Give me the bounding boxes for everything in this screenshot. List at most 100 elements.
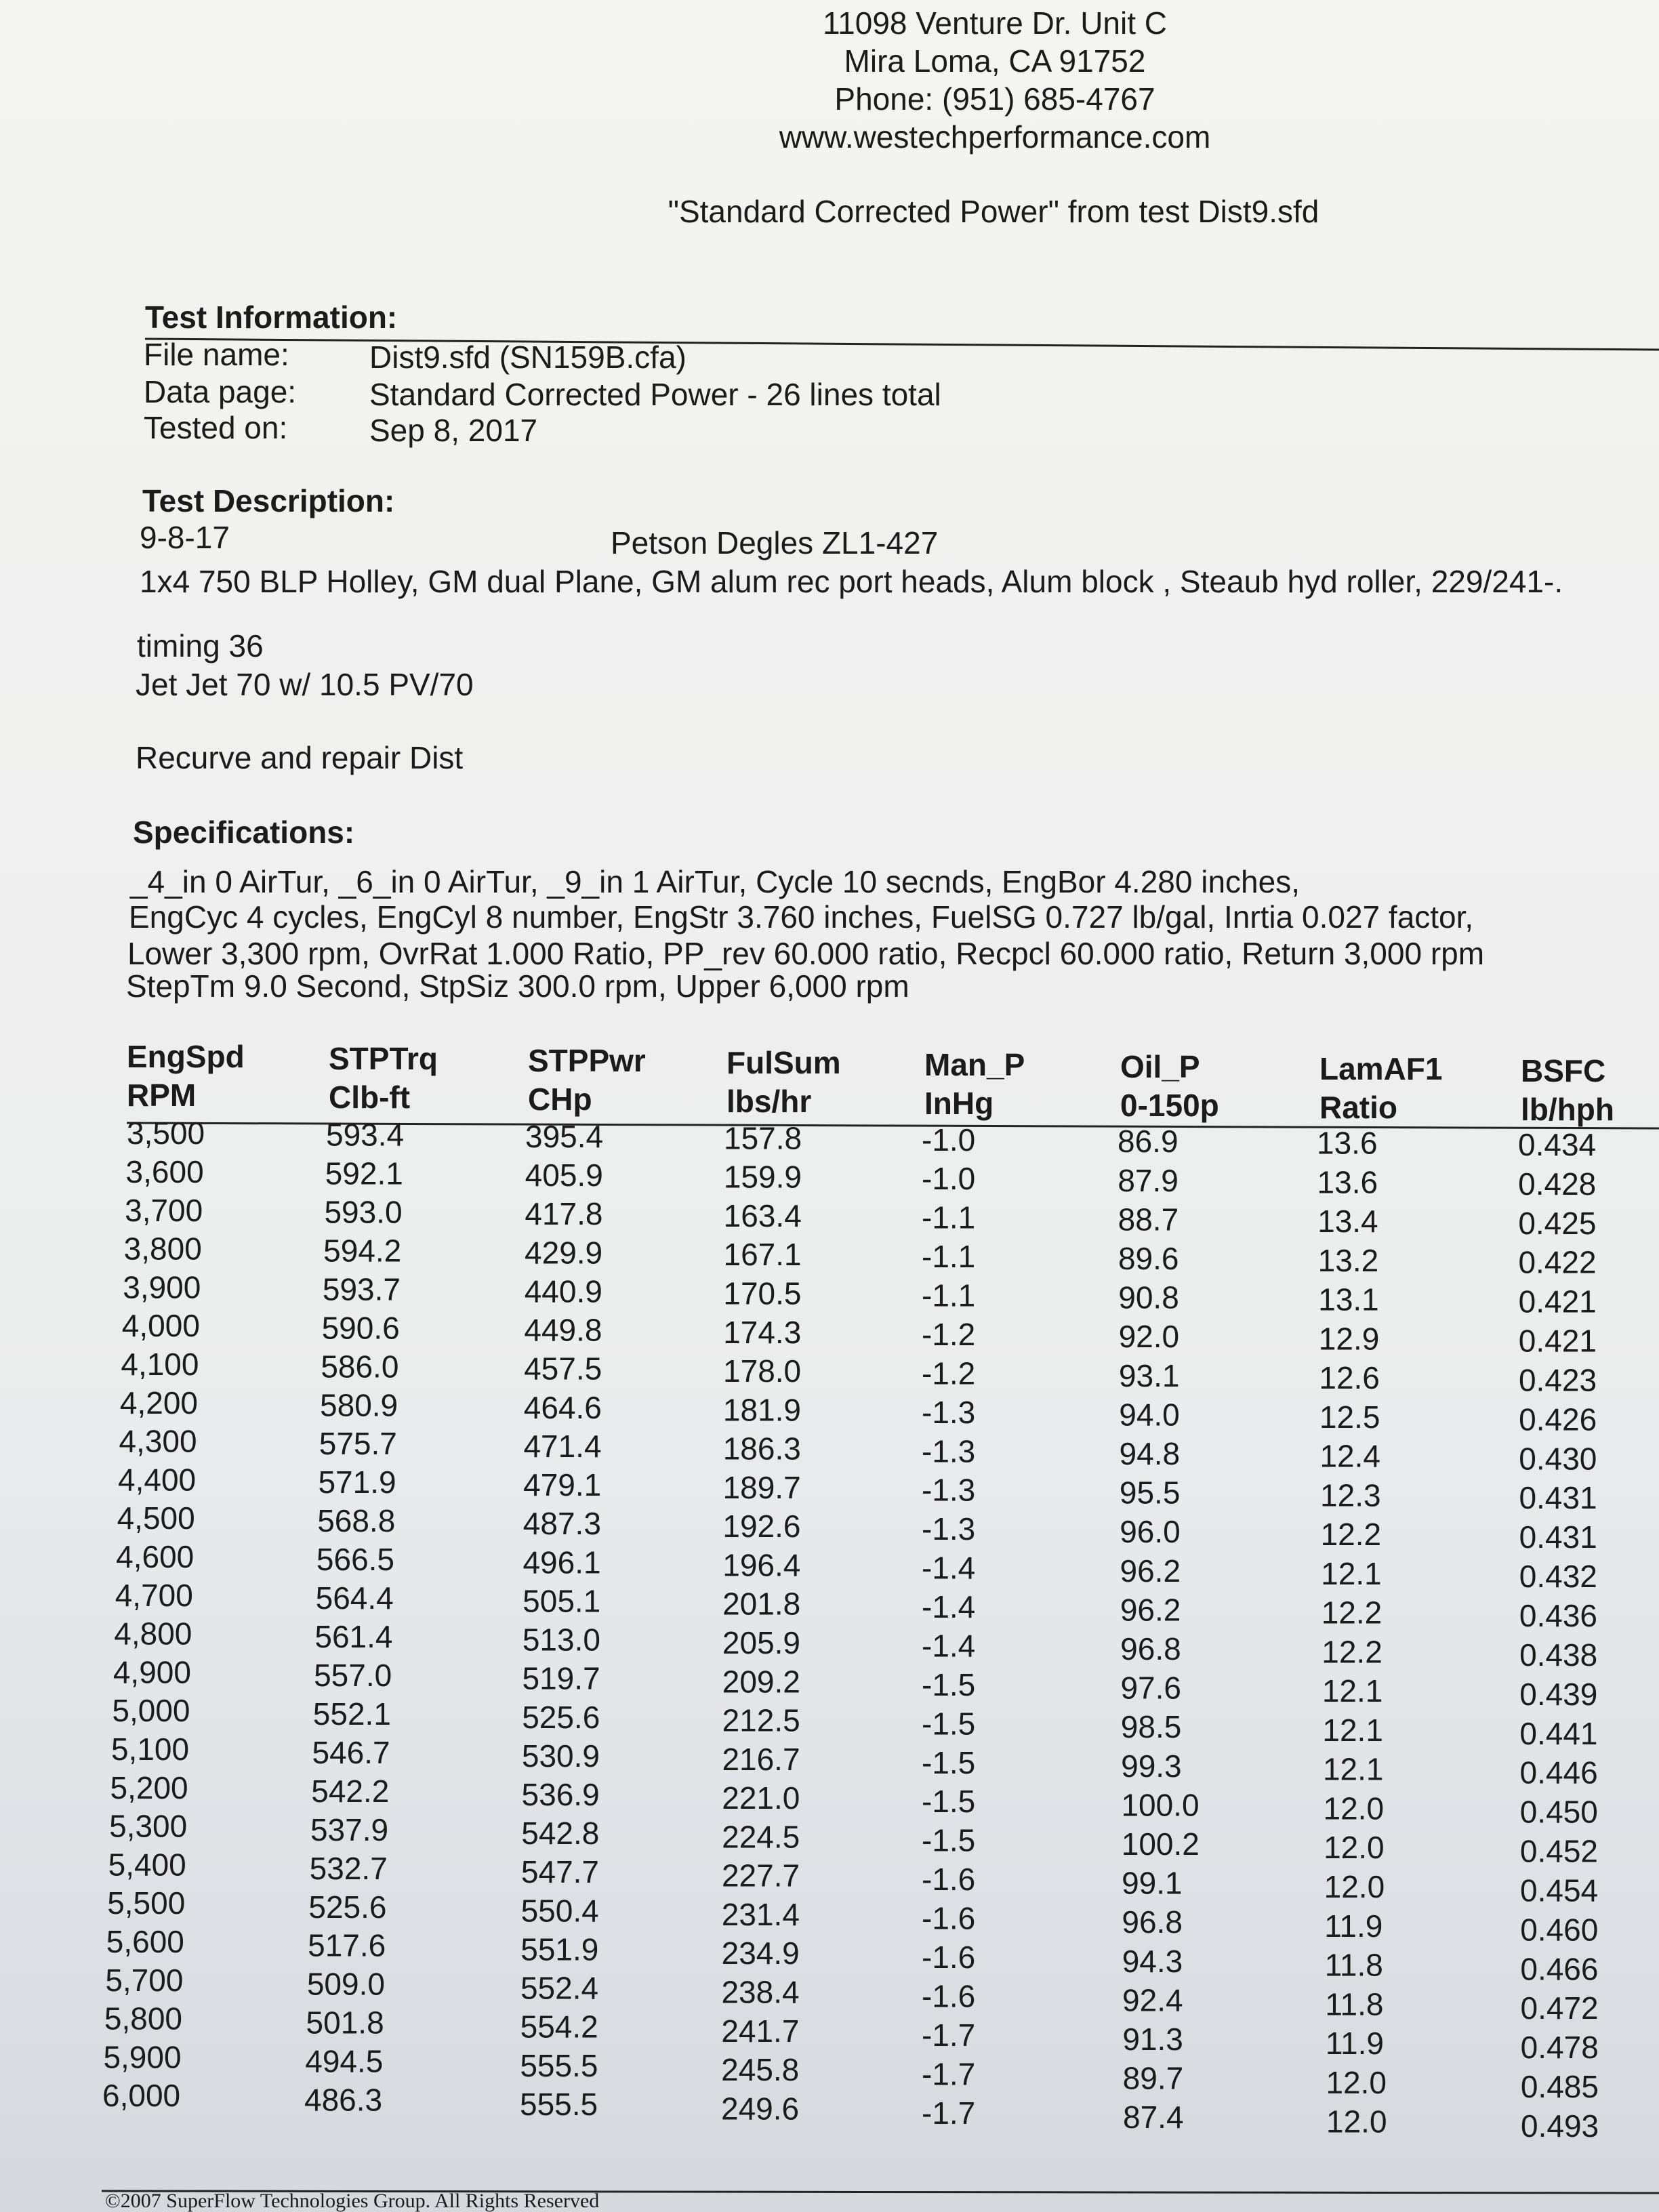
info-value: Sep 8, 2017	[369, 413, 537, 448]
table-cell: 496.1	[523, 1544, 600, 1580]
table-cell: 586.0	[321, 1349, 398, 1384]
table-cell: -1.6	[922, 1862, 975, 1897]
description-line: timing 36	[137, 628, 264, 663]
table-cell: 241.7	[721, 2013, 799, 2049]
table-cell: 0.423	[1519, 1362, 1597, 1397]
table-cell: 590.6	[322, 1310, 400, 1345]
table-cell: 537.9	[310, 1812, 388, 1847]
table-cell: 163.4	[724, 1198, 802, 1233]
table-cell: 96.8	[1120, 1631, 1181, 1666]
table-cell: 221.0	[722, 1780, 800, 1816]
table-cell: 0.434	[1518, 1127, 1596, 1162]
table-cell: 12.1	[1322, 1673, 1383, 1708]
table-cell: 3,600	[126, 1154, 204, 1189]
table-cell: 555.5	[520, 2087, 598, 2122]
table-cell: 417.8	[525, 1196, 602, 1231]
table-cell: 464.6	[524, 1390, 602, 1425]
table-cell: 89.6	[1118, 1241, 1179, 1276]
table-cell: 167.1	[724, 1237, 802, 1272]
table-cell: 212.5	[722, 1703, 800, 1738]
table-cell: 4,100	[121, 1347, 199, 1382]
column-header: lb/hph	[1521, 1092, 1614, 1127]
table-cell: 4,000	[122, 1308, 200, 1343]
section-title: Specifications:	[133, 815, 354, 850]
table-cell: -1.4	[922, 1589, 975, 1624]
table-cell: 525.6	[308, 1889, 386, 1925]
table-cell: 94.3	[1122, 1944, 1183, 1979]
column-header: RPM	[127, 1078, 196, 1113]
table-cell: 519.7	[523, 1661, 600, 1696]
table-cell: 224.5	[722, 1819, 800, 1854]
table-cell: 12.6	[1319, 1360, 1380, 1395]
info-value: Dist9.sfd (SN159B.cfa)	[369, 340, 687, 375]
table-cell: 0.441	[1519, 1716, 1597, 1751]
table-cell: 557.0	[314, 1658, 392, 1693]
table-cell: 554.2	[520, 2009, 598, 2045]
table-cell: 96.0	[1120, 1514, 1181, 1549]
table-cell: -1.5	[922, 1745, 975, 1780]
table-cell: 12.0	[1324, 1790, 1385, 1826]
table-cell: -1.2	[922, 1355, 975, 1391]
table-cell: 0.485	[1521, 2069, 1599, 2104]
table-cell: -1.0	[922, 1161, 975, 1196]
table-cell: 12.2	[1322, 1595, 1382, 1631]
table-cell: -1.4	[922, 1551, 975, 1586]
spec-line: StepTm 9.0 Second, StpSiz 300.0 rpm, Upp…	[126, 968, 909, 1004]
table-cell: 568.8	[317, 1503, 395, 1538]
column-header: Oil_P	[1120, 1049, 1200, 1084]
table-cell: 405.9	[525, 1158, 603, 1193]
table-cell: -1.3	[922, 1433, 975, 1469]
column-header: LamAF1	[1319, 1051, 1442, 1086]
table-cell: 5,000	[112, 1693, 190, 1728]
table-cell: 457.5	[524, 1351, 602, 1387]
table-cell: 4,300	[119, 1424, 197, 1459]
address: 11098 Venture Dr. Unit C	[823, 5, 1167, 41]
column-header: CHp	[528, 1082, 592, 1117]
table-cell: 12.9	[1319, 1321, 1380, 1356]
spec-line: _4_in 0 AirTur, _6_in 0 AirTur, _9_in 1 …	[129, 864, 1300, 899]
section-title: Test Information:	[145, 300, 397, 335]
table-cell: 96.8	[1122, 1904, 1183, 1940]
column-header: Ratio	[1319, 1090, 1397, 1125]
table-cell: 88.7	[1118, 1202, 1179, 1237]
phone: Phone: (951) 685-4767	[834, 81, 1155, 117]
table-cell: 575.7	[319, 1426, 397, 1461]
table-cell: 0.472	[1521, 1990, 1599, 2026]
website: www.westechperformance.com	[779, 119, 1211, 155]
table-cell: 216.7	[722, 1742, 800, 1777]
table-cell: 0.450	[1520, 1795, 1598, 1830]
table-cell: 11.8	[1325, 1986, 1383, 2022]
table-cell: 12.1	[1323, 1752, 1384, 1787]
table-cell: -1.0	[922, 1122, 975, 1158]
table-cell: 89.7	[1123, 2061, 1184, 2096]
table-cell: 571.9	[318, 1465, 396, 1500]
table-cell: -1.5	[922, 1706, 975, 1741]
table-cell: -1.1	[922, 1278, 975, 1313]
info-label: Data page:	[144, 374, 296, 409]
table-cell: -1.3	[922, 1473, 975, 1508]
table-cell: 186.3	[723, 1431, 801, 1467]
table-cell: 0.425	[1518, 1206, 1596, 1241]
table-cell: 4,600	[116, 1539, 194, 1574]
table-cell: 0.452	[1520, 1834, 1598, 1869]
table-cell: 12.0	[1326, 2104, 1387, 2139]
table-cell: 11.8	[1325, 1948, 1383, 1983]
table-cell: 5,500	[107, 1885, 185, 1921]
table-cell: -1.4	[922, 1628, 975, 1663]
table-cell: 525.6	[522, 1700, 600, 1735]
table-cell: 12.5	[1319, 1399, 1380, 1435]
table-cell: 429.9	[525, 1235, 602, 1270]
engine-name: Petson Degles ZL1-427	[611, 525, 938, 560]
table-cell: 440.9	[525, 1273, 602, 1309]
description-line: 1x4 750 BLP Holley, GM dual Plane, GM al…	[140, 564, 1563, 599]
table-cell: 92.0	[1119, 1319, 1180, 1354]
table-cell: 174.3	[723, 1315, 801, 1350]
table-cell: 580.9	[320, 1387, 398, 1422]
section-title: Test Description:	[142, 483, 394, 518]
table-cell: 94.8	[1120, 1436, 1181, 1471]
table-cell: 4,800	[114, 1616, 192, 1652]
table-cell: 0.422	[1518, 1245, 1596, 1280]
table-cell: 12.2	[1321, 1517, 1382, 1552]
table-cell: -1.7	[922, 2095, 975, 2131]
